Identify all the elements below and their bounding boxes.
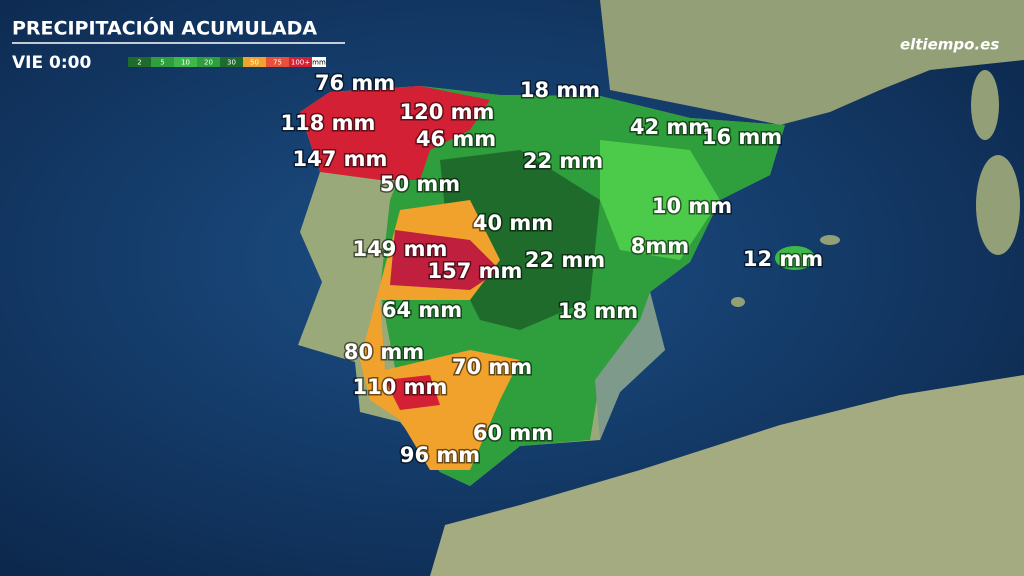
precip-label: 120 mm bbox=[400, 100, 495, 124]
corsica bbox=[971, 70, 999, 140]
precip-label: 16 mm bbox=[702, 125, 782, 149]
legend-label: 100+ bbox=[291, 59, 310, 67]
legend-swatch bbox=[197, 57, 220, 67]
precip-label: 70 mm bbox=[452, 355, 532, 379]
legend-label: 10 bbox=[181, 59, 190, 67]
sardinia bbox=[976, 155, 1020, 255]
legend-label: 2 bbox=[137, 59, 141, 67]
ibiza bbox=[731, 297, 745, 307]
red-north bbox=[300, 86, 490, 180]
legend-swatch bbox=[266, 57, 289, 67]
legend-unit-box bbox=[312, 57, 326, 67]
legend-label: 20 bbox=[204, 59, 213, 67]
precip-label: 50 mm bbox=[380, 172, 460, 196]
labels: 76 mm 118 mm 147 mm 120 mm 46 mm 50 mm 18 mm 42… bbox=[279, 70, 825, 469]
red-west bbox=[390, 230, 500, 290]
precip-label: 18 mm bbox=[558, 299, 638, 323]
legend-label: 50 bbox=[250, 59, 259, 67]
legend-swatch bbox=[174, 57, 197, 67]
legend-unit: mm bbox=[312, 59, 326, 67]
light-green bbox=[600, 140, 720, 260]
precip-label: 10 mm bbox=[652, 194, 732, 218]
precip-label: 60 mm bbox=[473, 421, 553, 445]
legend-label: 75 bbox=[273, 59, 282, 67]
legend-swatch bbox=[220, 57, 243, 67]
legend-label: 30 bbox=[227, 59, 236, 67]
legend: 2 5 10 20 30 50 75 100+ mm bbox=[128, 57, 326, 67]
africa bbox=[430, 375, 1024, 576]
grey-coast bbox=[595, 292, 665, 440]
precip-label: 40 mm bbox=[473, 211, 553, 235]
time: VIE 0:00 bbox=[12, 53, 91, 73]
precip-label: 110 mm bbox=[353, 375, 448, 399]
precip-label: 22 mm bbox=[525, 248, 605, 272]
mallorca bbox=[775, 246, 815, 270]
precip-label: 157 mm bbox=[428, 259, 523, 283]
france bbox=[600, 0, 1024, 125]
precip-label: 76 mm bbox=[315, 71, 395, 95]
precip-label: 18 mm bbox=[520, 78, 600, 102]
title: PRECIPITACIÓN ACUMULADA bbox=[12, 16, 317, 40]
red-south bbox=[385, 375, 440, 410]
precip-label: 80 mm bbox=[344, 340, 424, 364]
precip-label: 149 mm bbox=[353, 237, 448, 261]
legend-swatch bbox=[151, 57, 174, 67]
precip-label: 96 mm bbox=[400, 443, 480, 467]
legend-swatch bbox=[243, 57, 266, 67]
precip-label: 42 mm bbox=[630, 115, 710, 139]
precip-label: 12 mm bbox=[743, 247, 823, 271]
precip-label: 118 mm bbox=[281, 111, 376, 135]
precip-label: 22 mm bbox=[523, 149, 603, 173]
precip-label: 46 mm bbox=[416, 127, 496, 151]
precip-label: 147 mm bbox=[293, 147, 388, 171]
legend-swatch bbox=[128, 57, 151, 67]
menorca bbox=[820, 235, 840, 245]
precip-label: 8mm bbox=[631, 234, 689, 258]
legend-label: 5 bbox=[160, 59, 164, 67]
legend-swatch bbox=[289, 57, 312, 67]
logo: eltiempo.es bbox=[900, 36, 999, 54]
precip-label: 64 mm bbox=[382, 298, 462, 322]
